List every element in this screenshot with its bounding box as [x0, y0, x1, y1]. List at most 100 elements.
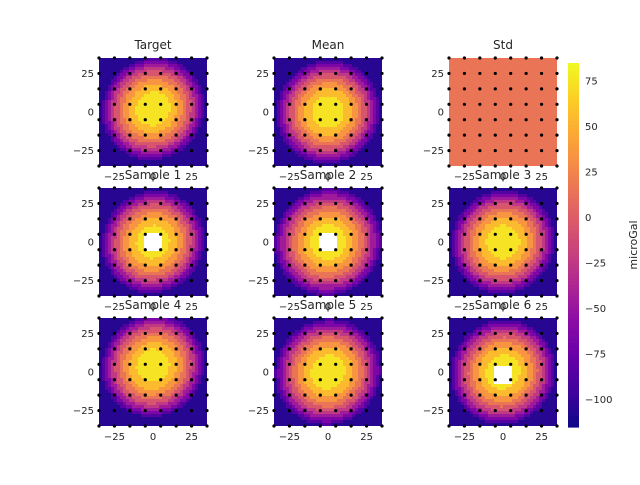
observation-point [113, 164, 116, 167]
observation-point [303, 103, 306, 106]
observation-point [190, 103, 193, 106]
observation-point [144, 118, 147, 121]
observation-point [555, 103, 558, 106]
observation-point [365, 72, 368, 75]
observation-point [175, 87, 178, 90]
observation-point [463, 164, 466, 167]
observation-point [288, 118, 291, 121]
observation-point [509, 149, 512, 152]
observation-point [447, 134, 450, 137]
observation-point [540, 56, 543, 59]
observation-point [540, 149, 543, 152]
observation-point [175, 103, 178, 106]
observation-point [494, 87, 497, 90]
observation-point [144, 87, 147, 90]
observation-point [303, 56, 306, 59]
observation-point [494, 103, 497, 106]
observation-point [288, 149, 291, 152]
observation-point [350, 72, 353, 75]
observation-point [555, 164, 558, 167]
y-tick-label: 0 [88, 108, 94, 119]
observation-point [288, 87, 291, 90]
observation-point [350, 134, 353, 137]
observation-point [128, 149, 131, 152]
observation-point [380, 134, 383, 137]
observation-point [272, 103, 275, 106]
observation-point [350, 87, 353, 90]
observation-point [365, 103, 368, 106]
observation-point [463, 134, 466, 137]
observation-point [380, 72, 383, 75]
observation-point [144, 72, 147, 75]
y-tick-label: 0 [438, 108, 444, 119]
observation-point [555, 56, 558, 59]
observation-point [447, 149, 450, 152]
observation-point [365, 87, 368, 90]
observation-point [190, 72, 193, 75]
observation-point [380, 118, 383, 121]
observation-point [205, 164, 208, 167]
observation-point [113, 56, 116, 59]
observation-point [555, 149, 558, 152]
observation-point [350, 56, 353, 59]
observation-point [303, 87, 306, 90]
x-tick-label: −25 [454, 172, 475, 183]
observation-point [478, 72, 481, 75]
y-tick-label: −25 [248, 146, 269, 157]
observation-point [97, 103, 100, 106]
panel-title: Target [133, 38, 171, 52]
observation-point [319, 149, 322, 152]
observation-point [190, 87, 193, 90]
observation-point [447, 56, 450, 59]
observation-point [303, 72, 306, 75]
observation-point [205, 118, 208, 121]
y-tick-label: −25 [73, 146, 94, 157]
x-tick-label: −25 [279, 172, 300, 183]
observation-point [540, 87, 543, 90]
observation-point [113, 87, 116, 90]
observation-point [447, 72, 450, 75]
observation-point [478, 149, 481, 152]
observation-point [525, 134, 528, 137]
observation-point [478, 134, 481, 137]
observation-point [463, 56, 466, 59]
observation-point [272, 87, 275, 90]
observation-point [128, 56, 131, 59]
observation-point [365, 56, 368, 59]
observation-point [205, 103, 208, 106]
observation-point [272, 149, 275, 152]
observation-point [380, 103, 383, 106]
observation-point [478, 56, 481, 59]
observation-point [319, 134, 322, 137]
observation-point [159, 149, 162, 152]
observation-point [334, 103, 337, 106]
observation-point [144, 134, 147, 137]
observation-point [175, 149, 178, 152]
observation-point [525, 149, 528, 152]
observation-point [303, 134, 306, 137]
observation-point [97, 134, 100, 137]
observation-point [175, 134, 178, 137]
y-tick-label: 0 [263, 108, 269, 119]
observation-point [205, 87, 208, 90]
observation-point [478, 87, 481, 90]
observation-point [159, 103, 162, 106]
observation-point [540, 103, 543, 106]
observation-point [319, 87, 322, 90]
y-tick-label: −25 [423, 146, 444, 157]
observation-point [205, 72, 208, 75]
observation-point [113, 149, 116, 152]
observation-point [494, 134, 497, 137]
observation-point [380, 87, 383, 90]
observation-point [303, 118, 306, 121]
observation-point [205, 56, 208, 59]
observation-point [555, 134, 558, 137]
observation-point [478, 118, 481, 121]
observation-point [540, 134, 543, 137]
observation-point [350, 149, 353, 152]
observation-point [540, 118, 543, 121]
observation-point [190, 118, 193, 121]
